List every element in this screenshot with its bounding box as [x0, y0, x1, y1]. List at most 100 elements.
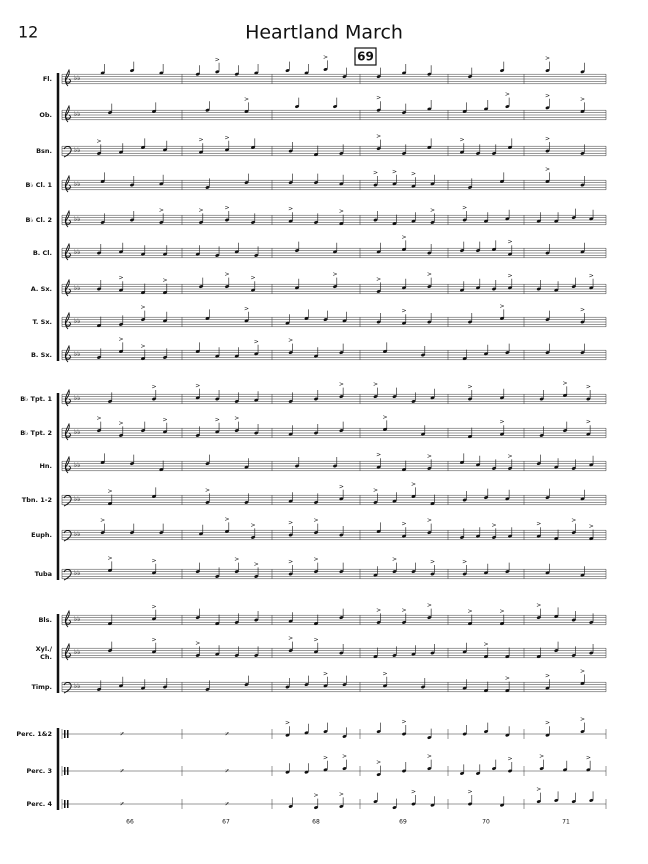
- notehead: [339, 497, 344, 501]
- accent: >: [483, 641, 488, 648]
- accent: >: [140, 343, 145, 350]
- notehead: [468, 185, 472, 189]
- staff: [61, 614, 607, 626]
- notehead: [402, 769, 406, 773]
- notehead: [141, 357, 145, 361]
- clef: [67, 800, 69, 808]
- notehead: [376, 620, 381, 624]
- notehead: [130, 462, 134, 466]
- notehead: [205, 185, 210, 189]
- accent: >: [580, 668, 585, 675]
- notehead: [323, 67, 328, 71]
- clef: [64, 344, 71, 363]
- instrument-label: Ch.: [40, 653, 52, 661]
- accent: >: [430, 559, 435, 566]
- notehead: [460, 535, 464, 539]
- notehead: [468, 397, 472, 401]
- notehead: [492, 151, 496, 155]
- notehead: [304, 731, 309, 735]
- notehead: [205, 462, 210, 466]
- staff: [61, 799, 607, 809]
- notehead: [484, 352, 488, 356]
- notehead: [402, 286, 406, 290]
- notehead: [586, 768, 591, 772]
- notehead: [392, 653, 397, 657]
- notehead: [314, 500, 318, 504]
- accent: >: [411, 789, 416, 796]
- accent: >: [467, 384, 472, 391]
- accent: >: [586, 419, 591, 426]
- notehead: [251, 535, 255, 539]
- key-signature: ♭♭: [74, 248, 81, 256]
- notehead: [580, 183, 585, 187]
- notehead: [468, 435, 472, 439]
- notehead: [402, 111, 406, 115]
- notehead: [589, 651, 594, 655]
- staff: [61, 460, 607, 472]
- accent: >: [507, 239, 512, 246]
- notehead: [430, 396, 435, 400]
- notehead: [580, 730, 585, 734]
- staff: [61, 179, 607, 191]
- notehead: [508, 286, 512, 290]
- notehead: [500, 316, 504, 320]
- accent: >: [285, 720, 290, 727]
- accent: >: [427, 453, 432, 460]
- accent: >: [339, 208, 344, 215]
- notehead: [152, 109, 156, 113]
- notehead: [97, 355, 101, 359]
- accent: >: [118, 420, 123, 427]
- notehead: [108, 399, 112, 403]
- key-signature: ♭♭: [74, 615, 81, 623]
- notehead: [195, 349, 200, 353]
- notehead: [536, 462, 541, 466]
- notehead: [500, 432, 504, 436]
- notehead: [392, 182, 397, 186]
- notehead: [539, 767, 544, 771]
- notehead: [376, 320, 381, 324]
- notehead: [427, 107, 432, 111]
- notehead: [199, 220, 203, 224]
- rest-slash: 𝄎: [120, 767, 124, 776]
- notehead: [159, 531, 164, 535]
- clef: [64, 68, 71, 87]
- notehead: [285, 685, 290, 689]
- notehead: [383, 684, 387, 688]
- notehead: [304, 316, 309, 320]
- measure-number: 70: [482, 819, 490, 826]
- accent: >: [332, 271, 337, 278]
- notehead: [468, 75, 472, 79]
- accent: >: [536, 602, 541, 609]
- accent: >: [411, 481, 416, 488]
- accent: >: [254, 338, 259, 345]
- accent: >: [382, 414, 387, 421]
- accent: >: [313, 517, 318, 524]
- notehead: [545, 69, 550, 73]
- notehead: [119, 684, 123, 688]
- measure-number: 66: [126, 819, 134, 826]
- notehead: [285, 321, 290, 325]
- accent: >: [505, 675, 510, 682]
- notehead: [97, 287, 101, 291]
- notehead: [571, 800, 576, 804]
- notehead: [339, 222, 344, 226]
- notehead: [97, 687, 101, 691]
- clef: [63, 530, 72, 542]
- notehead: [285, 733, 290, 737]
- notehead: [215, 430, 220, 434]
- accent: >: [499, 419, 504, 426]
- notehead: [545, 318, 550, 322]
- notehead: [376, 773, 381, 777]
- notehead: [339, 182, 344, 186]
- notehead: [100, 220, 105, 224]
- notehead: [376, 465, 381, 469]
- notehead: [215, 652, 220, 656]
- notehead: [314, 431, 318, 435]
- notehead: [571, 653, 576, 657]
- notehead: [215, 397, 220, 401]
- notehead: [163, 355, 167, 359]
- clef: [63, 569, 72, 581]
- key-signature: ♭♭: [74, 74, 81, 82]
- notehead: [234, 354, 239, 358]
- notehead: [119, 433, 123, 437]
